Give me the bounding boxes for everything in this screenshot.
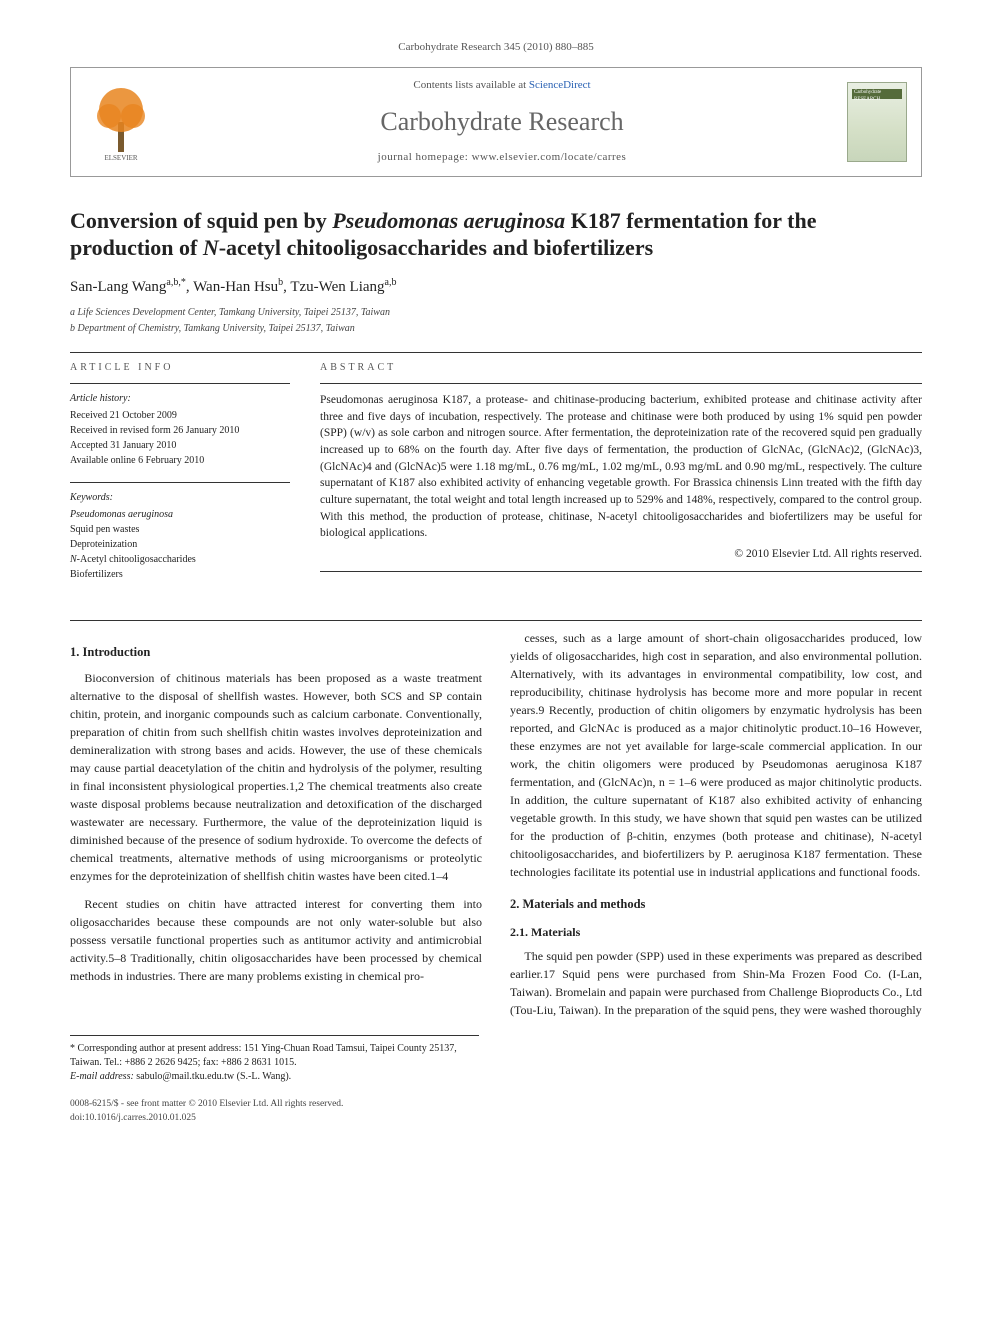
- article-info-heading: ARTICLE INFO: [70, 361, 290, 375]
- article-title: Conversion of squid pen by Pseudomonas a…: [70, 207, 922, 262]
- elsevier-logo: ELSEVIER: [85, 82, 157, 162]
- email-label: E-mail address:: [70, 1071, 134, 1082]
- journal-name: Carbohydrate Research: [157, 104, 847, 140]
- body-paragraph: The squid pen powder (SPP) used in these…: [510, 947, 922, 1019]
- keywords: Keywords: Pseudomonas aeruginosa Squid p…: [70, 491, 290, 582]
- affiliation-b: b Department of Chemistry, Tamkang Unive…: [70, 322, 922, 336]
- journal-cover-thumbnail: Carbohydrate RESEARCH: [847, 82, 907, 162]
- corresponding-author-note: * Corresponding author at present addres…: [70, 1042, 479, 1070]
- section-2-1-heading: 2.1. Materials: [510, 923, 922, 941]
- body-paragraph: cesses, such as a large amount of short-…: [510, 629, 922, 881]
- abstract-heading: ABSTRACT: [320, 361, 922, 376]
- journal-homepage: journal homepage: www.elsevier.com/locat…: [157, 150, 847, 165]
- running-head: Carbohydrate Research 345 (2010) 880–885: [70, 40, 922, 55]
- page-footer: 0008-6215/$ - see front matter © 2010 El…: [70, 1098, 922, 1125]
- abstract-text: Pseudomonas aeruginosa K187, a protease-…: [320, 392, 922, 542]
- email-suffix: (S.-L. Wang).: [237, 1071, 292, 1082]
- affiliation-a: a Life Sciences Development Center, Tamk…: [70, 306, 922, 320]
- email-address[interactable]: sabulo@mail.tku.edu.tw: [136, 1071, 234, 1082]
- masthead: ELSEVIER Contents lists available at Sci…: [70, 67, 922, 176]
- footnotes: * Corresponding author at present addres…: [70, 1035, 479, 1084]
- homepage-url[interactable]: www.elsevier.com/locate/carres: [472, 151, 627, 163]
- sciencedirect-link[interactable]: ScienceDirect: [529, 79, 591, 91]
- author-3: , Tzu-Wen Liang: [283, 279, 384, 295]
- authors: San-Lang Wanga,b,*, Wan-Han Hsub, Tzu-We…: [70, 276, 922, 298]
- kw4-tail: -Acetyl chitooligosaccharides: [77, 554, 196, 565]
- front-matter-line: 0008-6215/$ - see front matter © 2010 El…: [70, 1098, 343, 1111]
- section-1-heading: 1. Introduction: [70, 643, 482, 662]
- article-history: Article history: Received 21 October 200…: [70, 392, 290, 468]
- abstract-copyright: © 2010 Elsevier Ltd. All rights reserved…: [320, 546, 922, 563]
- publisher-name: ELSEVIER: [104, 154, 137, 162]
- section-2-heading: 2. Materials and methods: [510, 895, 922, 914]
- divider: [70, 620, 922, 621]
- doi: doi:10.1016/j.carres.2010.01.025: [70, 1112, 343, 1125]
- body-paragraph: Bioconversion of chitinous materials has…: [70, 669, 482, 885]
- affiliations: a Life Sciences Development Center, Tamk…: [70, 306, 922, 336]
- contents-available-line: Contents lists available at ScienceDirec…: [157, 78, 847, 93]
- author-2: , Wan-Han Hsu: [186, 279, 278, 295]
- body-paragraph: Recent studies on chitin have attracted …: [70, 895, 482, 985]
- author-1: San-Lang Wang: [70, 279, 166, 295]
- divider: [70, 352, 922, 353]
- article-body: 1. Introduction Bioconversion of chitino…: [70, 629, 922, 1020]
